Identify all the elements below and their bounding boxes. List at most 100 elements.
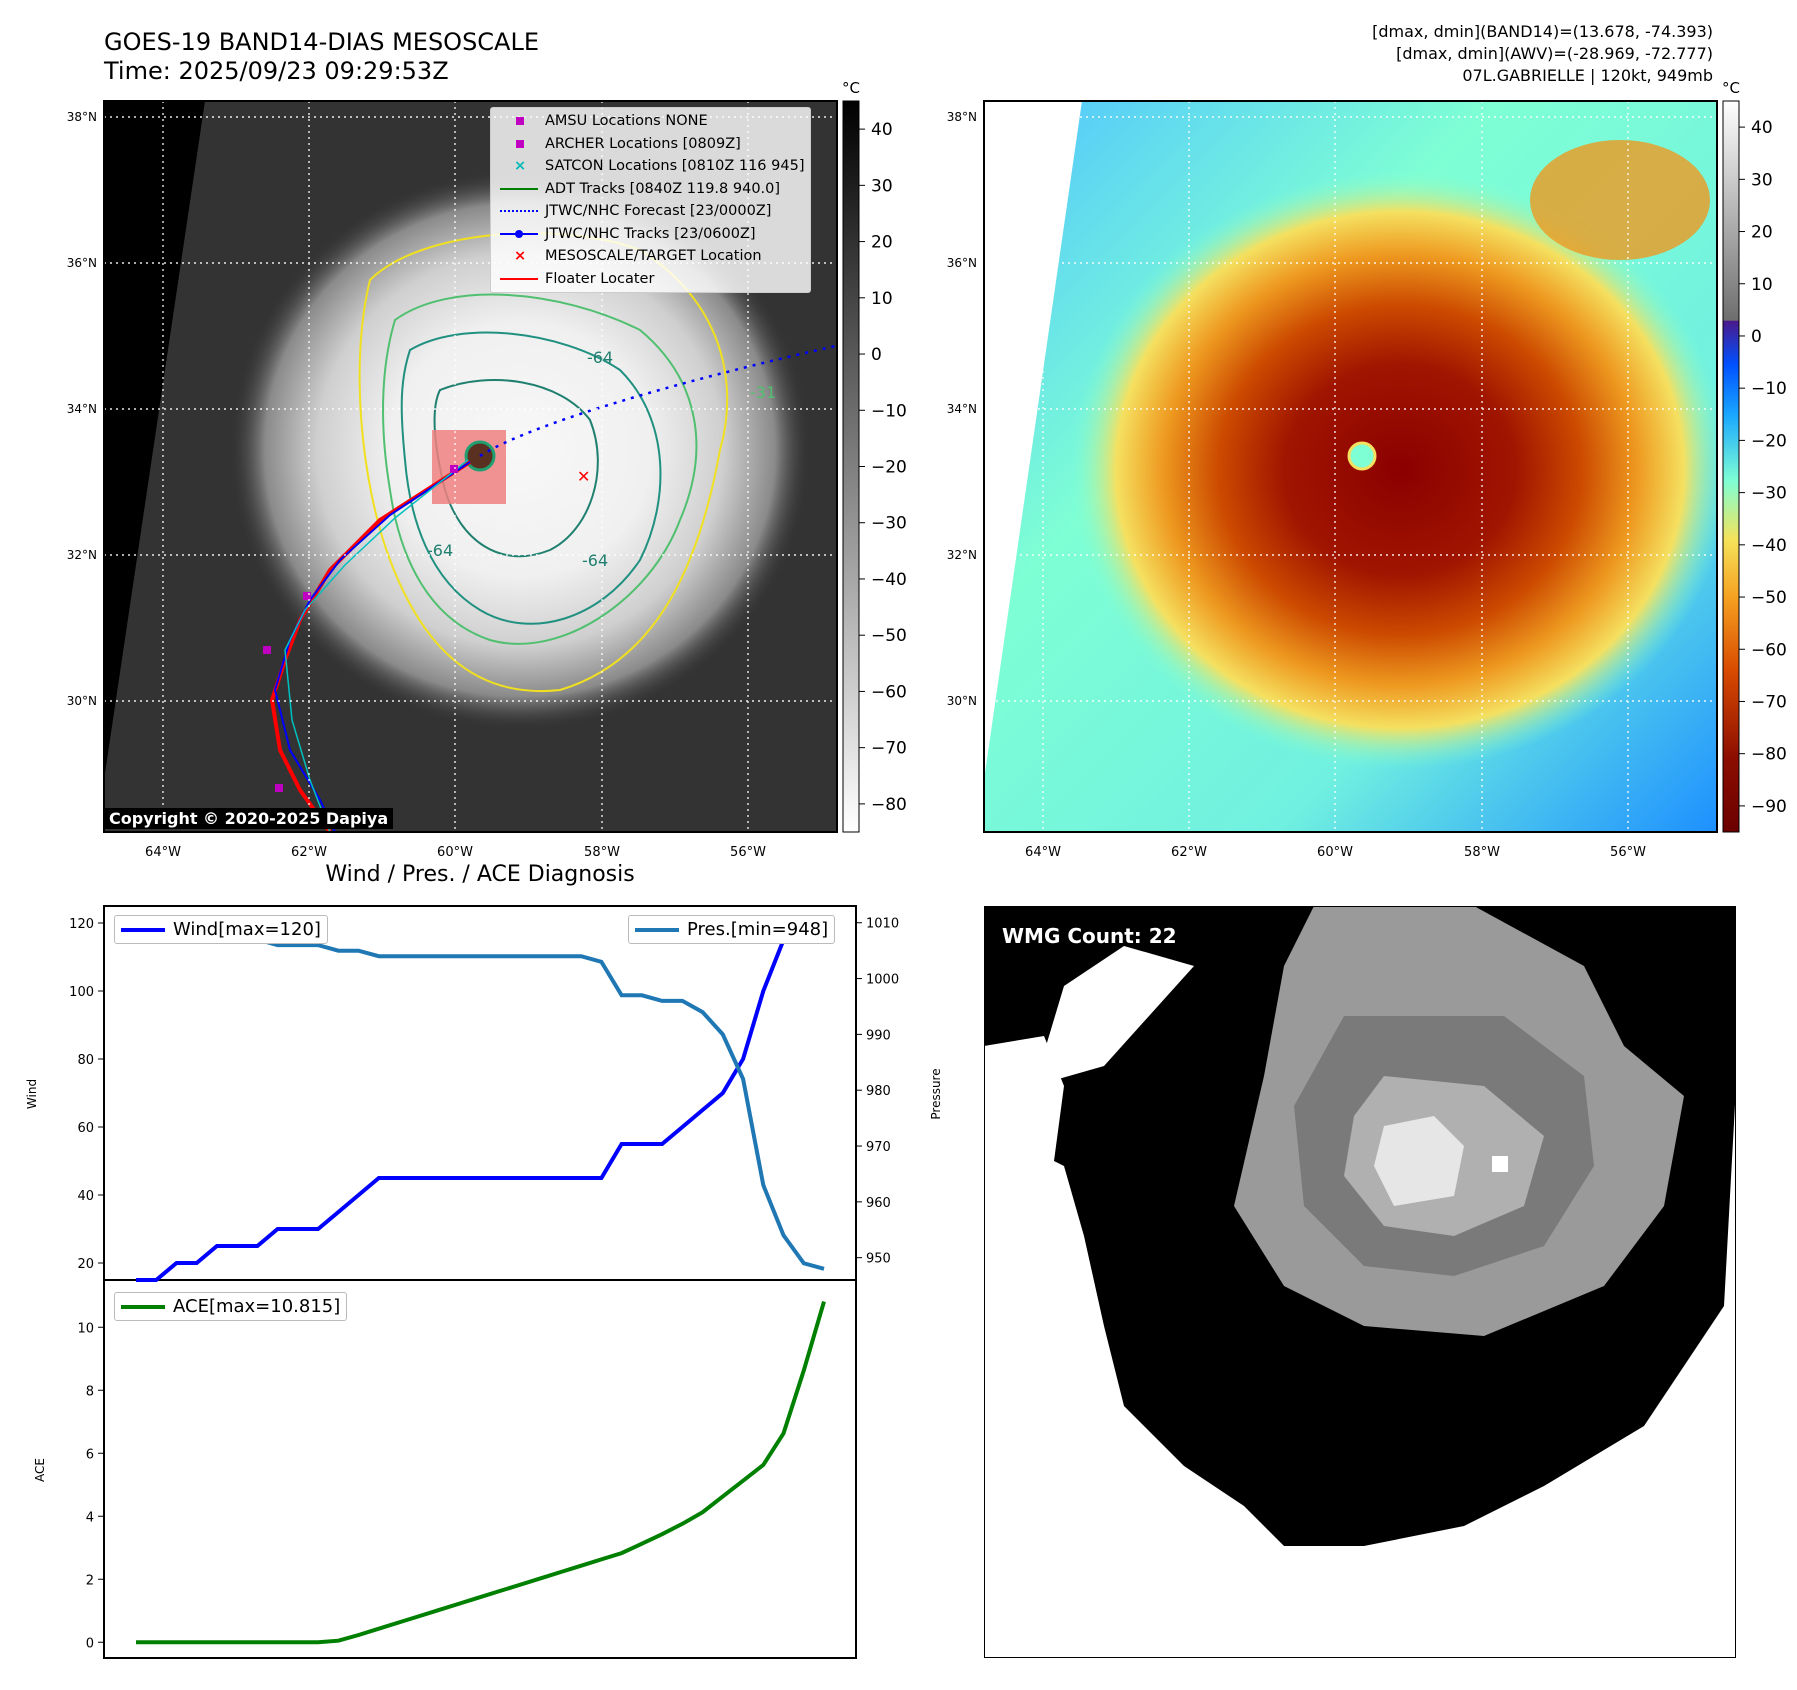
y-tick-label: 1010 xyxy=(866,917,899,932)
legend-label: MESOSCALE/TARGET Location xyxy=(545,248,762,264)
colorbar-tick-label: 10 xyxy=(1751,275,1773,295)
colorbar-tick-label: 20 xyxy=(871,233,893,253)
contour-teal-outer xyxy=(400,331,662,625)
archer-marker xyxy=(450,465,458,473)
colorbar-tick-label: −40 xyxy=(1751,536,1787,556)
colorbar-tick-label: −80 xyxy=(1751,745,1787,765)
legend-item-amsu: AMSU Locations NONE xyxy=(495,110,804,133)
lon-label: 58°W xyxy=(584,845,620,860)
wmg-eye-pixel xyxy=(1492,1156,1508,1172)
y-tick-label: 6 xyxy=(86,1447,94,1462)
y-tick-label: 0 xyxy=(86,1636,94,1651)
lon-label: 62°W xyxy=(1171,845,1207,860)
y-tick-label: 960 xyxy=(866,1196,891,1211)
wind-series-line xyxy=(136,921,824,1282)
legend-item-target: × MESOSCALE/TARGET Location xyxy=(495,245,804,268)
target-marker: ✕ xyxy=(577,467,590,486)
enh-colorbar-unit: °C xyxy=(1722,79,1740,97)
colorbar-tick-label: −40 xyxy=(871,570,907,590)
enh-map-nodata xyxy=(984,101,1082,780)
legend-item-archer: ARCHER Locations [0809Z] xyxy=(495,133,804,156)
colorbar-tick-label: −70 xyxy=(871,739,907,759)
lat-label: 36°N xyxy=(947,256,977,270)
contour-label: -31 xyxy=(750,383,776,402)
ace-series-line xyxy=(136,1301,826,1645)
wind-pres-axes xyxy=(103,905,857,1281)
y-tick-label: 1000 xyxy=(866,973,899,988)
gray-map-frame xyxy=(103,100,838,833)
contour-label: -64 xyxy=(587,348,613,367)
colorbar-tick-label: −10 xyxy=(871,401,907,421)
enh-storm-eye xyxy=(1347,441,1377,471)
y-tick-label: 120 xyxy=(69,917,94,932)
lon-label: 56°W xyxy=(1610,845,1646,860)
legend-item-floater: Floater Locater xyxy=(495,268,804,291)
figure-time: Time: 2025/09/23 09:29:53Z xyxy=(104,57,449,85)
y-tick-label: 970 xyxy=(866,1140,891,1155)
lon-label: 56°W xyxy=(730,845,766,860)
colorbar-tick-label: 20 xyxy=(1751,223,1773,243)
legend-label: AMSU Locations NONE xyxy=(545,113,708,129)
y-tick-label: 60 xyxy=(77,1121,94,1136)
ace-axis-label: ACE xyxy=(33,1458,47,1482)
lat-label: 38°N xyxy=(947,110,977,124)
pressure-axis-label: Pressure xyxy=(929,1068,943,1119)
lon-label: 58°W xyxy=(1464,845,1500,860)
colorbar-tick-label: 10 xyxy=(871,289,893,309)
enh-colorbar xyxy=(1722,100,1740,833)
legend-label: ARCHER Locations [0809Z] xyxy=(545,135,741,152)
ace-axes xyxy=(103,1279,857,1659)
lat-label: 34°N xyxy=(67,402,97,416)
wind-legend-label: Wind[max=120] xyxy=(173,919,321,940)
colorbar-tick-label: −60 xyxy=(1751,640,1787,660)
y-tick-label: 990 xyxy=(866,1028,891,1043)
y-tick-label: 80 xyxy=(77,1053,94,1068)
contour-label: -64 xyxy=(427,541,453,560)
colorbar-tick-label: −90 xyxy=(1751,797,1787,817)
legend-label: JTWC/NHC Tracks [23/0600Z] xyxy=(545,225,756,242)
colorbar-tick-label: 0 xyxy=(1751,327,1762,347)
map-legend: AMSU Locations NONE ARCHER Locations [08… xyxy=(490,107,812,293)
gray-colorbar-unit: °C xyxy=(842,79,860,97)
satcon-track xyxy=(284,459,469,832)
legend-item-adt: ADT Tracks [0840Z 119.8 940.0] xyxy=(495,178,804,201)
gray-colorbar xyxy=(842,100,860,833)
y-tick-label: 4 xyxy=(86,1510,94,1525)
y-tick-label: 950 xyxy=(866,1252,891,1267)
lon-label: 60°W xyxy=(1317,845,1353,860)
colorbar-tick-label: −60 xyxy=(871,682,907,702)
lon-label: 62°W xyxy=(291,845,327,860)
wind-legend: Wind[max=120] xyxy=(114,915,328,944)
colorbar-tick-label: 40 xyxy=(1751,118,1773,138)
colorbar-tick-label: 30 xyxy=(871,176,893,196)
cloud-shield xyxy=(230,170,810,730)
legend-item-tracks: JTWC/NHC Tracks [23/0600Z] xyxy=(495,223,804,246)
info-storm: 07L.GABRIELLE | 120kt, 949mb xyxy=(1462,66,1713,85)
info-band14: [dmax, dmin](BAND14)=(13.678, -74.393) xyxy=(1372,22,1713,41)
y-tick-label: 8 xyxy=(86,1384,94,1399)
enh-cloud-band xyxy=(1530,140,1710,260)
pressure-legend: Pres.[min=948] xyxy=(628,915,836,944)
wmg-count-label: WMG Count: 22 xyxy=(1002,924,1177,948)
y-tick-label: 40 xyxy=(77,1189,94,1204)
contour-label: -64 xyxy=(582,551,608,570)
colorbar-tick-label: −50 xyxy=(1751,588,1787,608)
colorbar-tick-label: −20 xyxy=(871,458,907,478)
enh-map-frame xyxy=(983,100,1718,833)
legend-label: SATCON Locations [0810Z 116 945] xyxy=(545,158,805,174)
colorbar-tick-label: −80 xyxy=(871,795,907,815)
wind-legend-swatch xyxy=(121,927,165,932)
wmg-white-patch xyxy=(1034,946,1194,1086)
colorbar-tick-label: −20 xyxy=(1751,431,1787,451)
pressure-legend-label: Pres.[min=948] xyxy=(687,919,829,940)
colorbar-tick-label: −10 xyxy=(1751,379,1787,399)
gray-map-nodata xyxy=(104,101,205,780)
ace-legend-label: ACE[max=10.815] xyxy=(173,1296,341,1317)
y-tick-label: 20 xyxy=(77,1257,94,1272)
colorbar-tick-label: −50 xyxy=(871,626,907,646)
colorbar-tick-label: −70 xyxy=(1751,692,1787,712)
colorbar-tick-label: 30 xyxy=(1751,170,1773,190)
ir-gray-map-panel: ✕ -64 -64 -64 -31 38 xyxy=(67,79,1787,860)
lat-label: 32°N xyxy=(67,548,97,562)
